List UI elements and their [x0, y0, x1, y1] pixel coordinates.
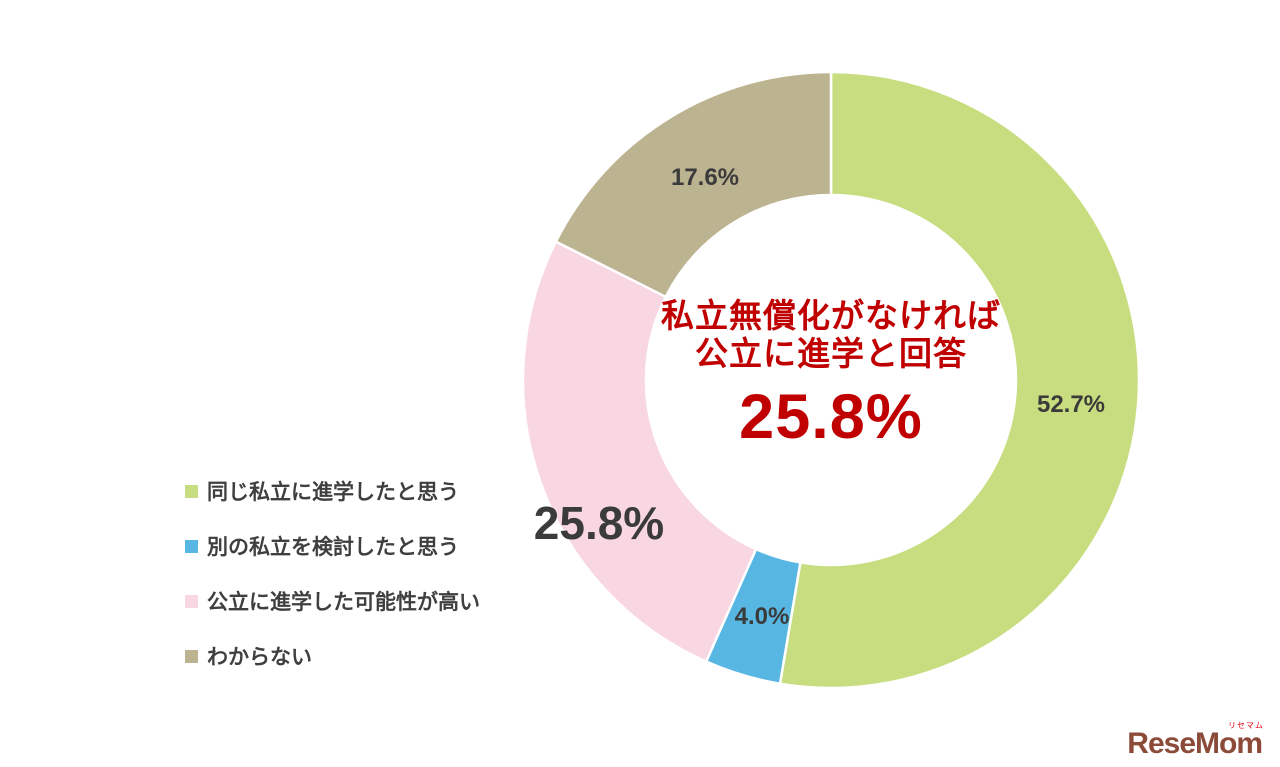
legend-swatch-green	[185, 484, 198, 498]
slice-label-2: 25.8%	[533, 497, 665, 549]
chart-legend: 同じ私立に進学したと思う 別の私立を検討したと思う 公立に進学した可能性が高い …	[185, 478, 480, 698]
logo-text: ReseMom	[1127, 727, 1263, 760]
center-text-line2: 公立に進学と回答	[695, 335, 967, 373]
legend-item: 同じ私立に進学したと思う	[185, 478, 480, 504]
logo-ruby-text: リセマム	[1228, 721, 1264, 730]
donut-slice-3	[554, 70, 833, 299]
resemom-logo: リセマム ReseMom	[1127, 722, 1263, 760]
legend-swatch-tan	[185, 649, 198, 663]
legend-label: 別の私立を検討したと思う	[207, 536, 459, 559]
legend-item: 別の私立を検討したと思う	[185, 533, 480, 559]
center-text-line1: 私立無償化がなければ	[661, 297, 1001, 334]
legend-label: 同じ私立に進学したと思う	[207, 481, 459, 504]
legend-item: 公立に進学した可能性が高い	[185, 588, 480, 614]
slice-label-1: 4.0%	[734, 603, 790, 630]
legend-swatch-blue	[185, 539, 198, 553]
slice-label-3: 17.6%	[670, 164, 740, 191]
donut-slice-0	[778, 70, 1141, 690]
legend-swatch-pink	[185, 594, 198, 608]
legend-item: わからない	[185, 643, 480, 669]
center-text-value: 25.8%	[739, 381, 923, 452]
legend-label: わからない	[207, 646, 312, 669]
donut-slice-2	[521, 239, 758, 664]
donut-center-text: 私立無償化がなければ 公立に進学と回答 25.8%	[551, 297, 1111, 449]
legend-label: 公立に進学した可能性が高い	[207, 591, 480, 614]
slice-label-0: 52.7%	[1036, 391, 1106, 418]
